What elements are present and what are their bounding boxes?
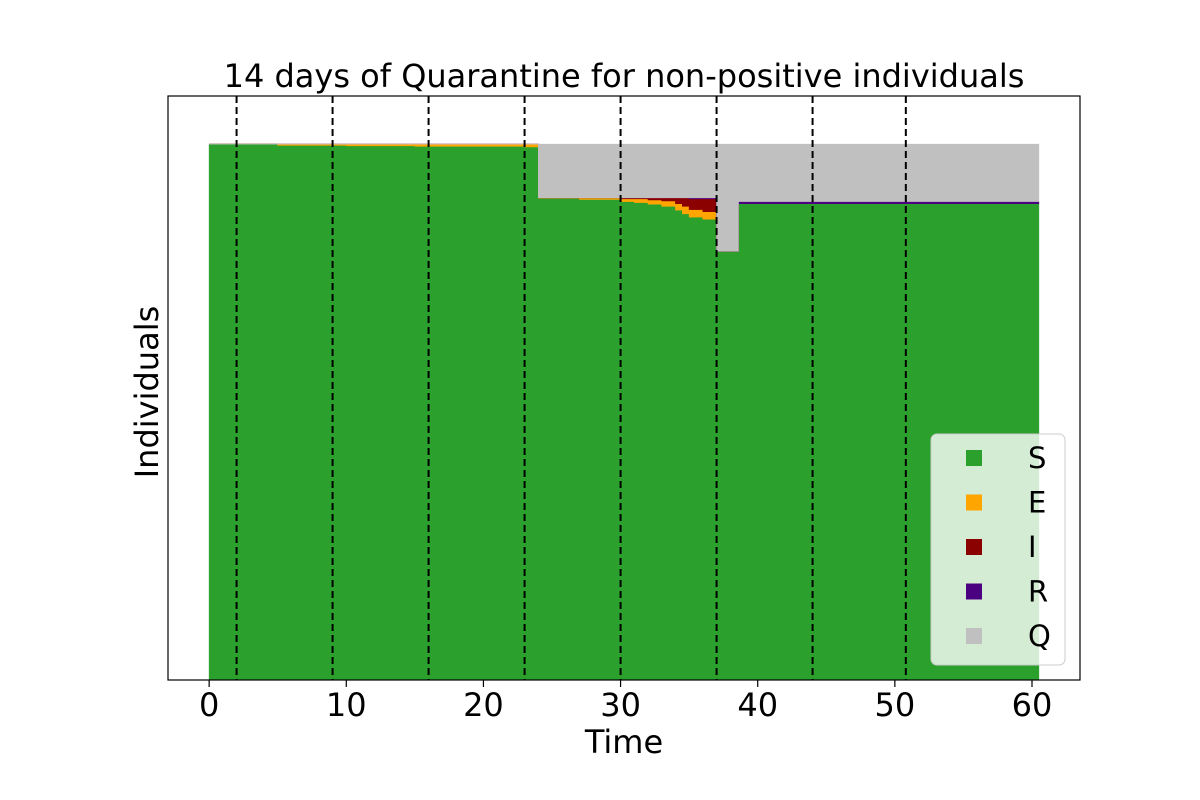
x-tick-label-20: 20 xyxy=(463,686,504,724)
vertical-lines-group xyxy=(235,96,907,680)
x-axis-label: Time xyxy=(584,723,663,761)
chart-title: 14 days of Quarantine for non-positive i… xyxy=(224,57,1025,95)
legend-box xyxy=(930,433,1066,666)
plot-frame xyxy=(167,95,1081,681)
x-tick-label-10: 10 xyxy=(326,686,367,724)
area-q xyxy=(209,143,1040,252)
area-s xyxy=(208,143,1040,681)
x-ticks-group: 0 10 20 30 40 50 60 xyxy=(199,680,1052,724)
y-axis-label: Individuals xyxy=(128,306,166,479)
x-tick-label-0: 0 xyxy=(199,686,219,724)
x-tick-label-50: 50 xyxy=(874,686,915,724)
legend-label-i: I xyxy=(1028,530,1037,564)
legend-marker-q xyxy=(966,628,982,644)
area-series-group xyxy=(208,143,1040,681)
x-tick-label-60: 60 xyxy=(1012,686,1053,724)
legend-marker-r xyxy=(966,583,982,600)
legend-label-e: E xyxy=(1028,486,1046,520)
legend-label-q: Q xyxy=(1028,619,1051,653)
legend-label-s: S xyxy=(1028,441,1046,475)
legend-label-r: R xyxy=(1028,575,1048,609)
legend-marker-e xyxy=(966,494,982,511)
x-tick-label-40: 40 xyxy=(737,686,778,724)
legend-marker-s xyxy=(966,450,982,466)
legend-marker-i xyxy=(966,539,982,555)
x-tick-label-30: 30 xyxy=(600,686,641,724)
